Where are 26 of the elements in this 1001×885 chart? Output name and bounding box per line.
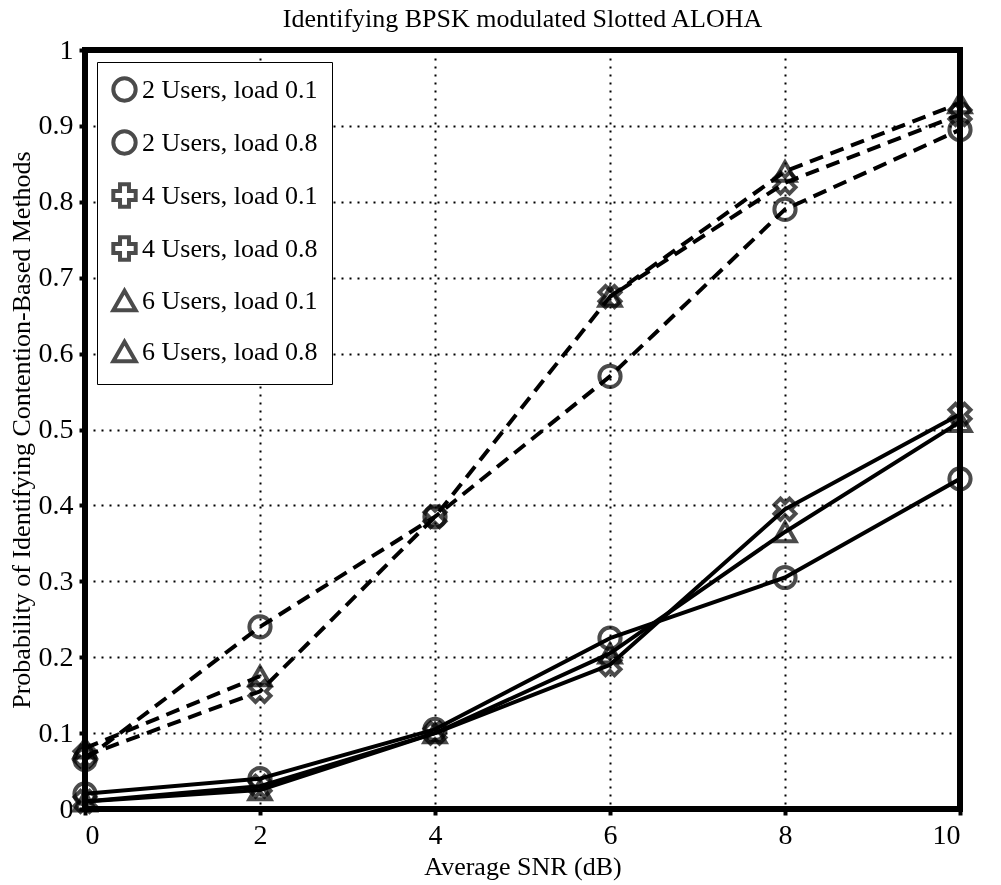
y-tick-label: 0.5 xyxy=(38,413,74,444)
legend-label: 2 Users, load 0.1 xyxy=(142,74,318,104)
y-tick-label: 0.1 xyxy=(38,716,74,748)
x-tick-label: 8 xyxy=(778,818,793,850)
y-axis-title: Probability of Identifying Contention-Based Methods xyxy=(6,151,36,709)
legend-label: 4 Users, load 0.1 xyxy=(142,180,318,210)
x-tick-label: 2 xyxy=(253,818,268,850)
x-tick-label: 10 xyxy=(932,818,961,850)
y-tick-label: 0.4 xyxy=(38,488,74,520)
legend-label: 6 Users, load 0.1 xyxy=(142,285,318,315)
y-tick-label: 1 xyxy=(59,33,74,65)
x-axis-title: Average SNR (dB) xyxy=(424,851,622,881)
chart-title: Identifying BPSK modulated Slotted ALOHA xyxy=(282,4,763,33)
y-tick-label: 0.7 xyxy=(38,261,74,293)
y-tick-label: 0 xyxy=(59,792,74,824)
y-tick-label: 0.2 xyxy=(38,640,74,672)
y-tick-label: 0.6 xyxy=(38,337,74,369)
x-tick-label: 0 xyxy=(85,818,100,850)
y-tick-label: 0.3 xyxy=(38,564,74,596)
legend-label: 4 Users, load 0.8 xyxy=(142,233,318,263)
x-tick-label: 6 xyxy=(603,818,618,850)
x-tick-label: 4 xyxy=(428,818,443,850)
y-tick-label: 0.9 xyxy=(38,109,74,141)
legend-label: 2 Users, load 0.8 xyxy=(142,127,318,157)
legend-label: 6 Users, load 0.8 xyxy=(142,336,318,366)
y-tick-label: 0.8 xyxy=(38,185,74,217)
